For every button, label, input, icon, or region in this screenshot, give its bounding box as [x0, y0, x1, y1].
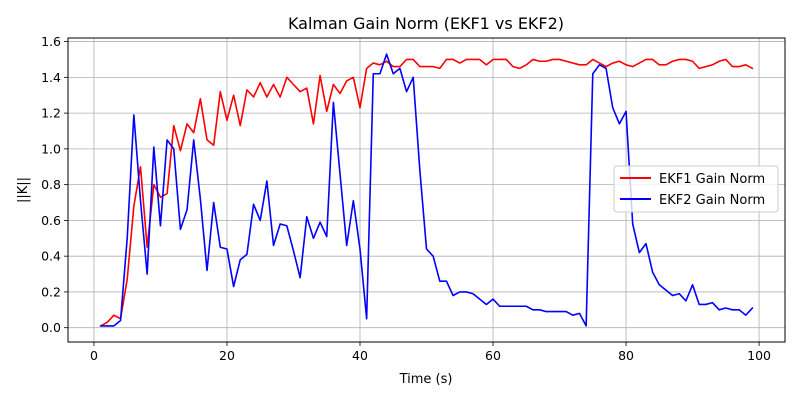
- y-tick-label: 1.2: [41, 106, 61, 121]
- x-tick-label: 60: [485, 348, 501, 363]
- y-tick-label: 0.0: [41, 320, 61, 335]
- series-line-ekf2: [99, 53, 754, 327]
- y-tick-label: 0.2: [41, 284, 61, 299]
- x-tick-label: 80: [618, 348, 634, 363]
- x-tick-label: 0: [90, 348, 98, 363]
- y-tick-label: 0.4: [41, 249, 61, 264]
- y-axis-label: ||K||: [16, 177, 31, 203]
- axis-ticks: 0 20 40 60 80 100 0.0 0.2 0.4 0.6 0.8 1.0 1.2 1.4 1.6: [41, 34, 771, 363]
- legend-label-ekf2: EKF2 Gain Norm: [659, 193, 765, 208]
- legend: EKF1 Gain Norm EKF2 Gain Norm: [613, 165, 779, 213]
- x-tick-label: 40: [352, 348, 368, 363]
- series-line-ekf1: [99, 58, 754, 327]
- series-lines: [99, 53, 754, 327]
- x-tick-label: 20: [219, 348, 235, 363]
- x-tick-label: 100: [747, 348, 771, 363]
- y-tick-label: 0.8: [41, 177, 61, 192]
- y-tick-label: 1.0: [41, 141, 61, 156]
- x-axis-label: Time (s): [399, 372, 453, 387]
- chart-title: Kalman Gain Norm (EKF1 vs EKF2): [288, 14, 564, 33]
- y-tick-label: 0.6: [41, 213, 61, 228]
- y-tick-label: 1.4: [41, 70, 61, 85]
- legend-box: [613, 165, 779, 213]
- y-tick-label: 1.6: [41, 34, 61, 49]
- plot-frame: [67, 37, 786, 343]
- legend-label-ekf1: EKF1 Gain Norm: [659, 172, 765, 187]
